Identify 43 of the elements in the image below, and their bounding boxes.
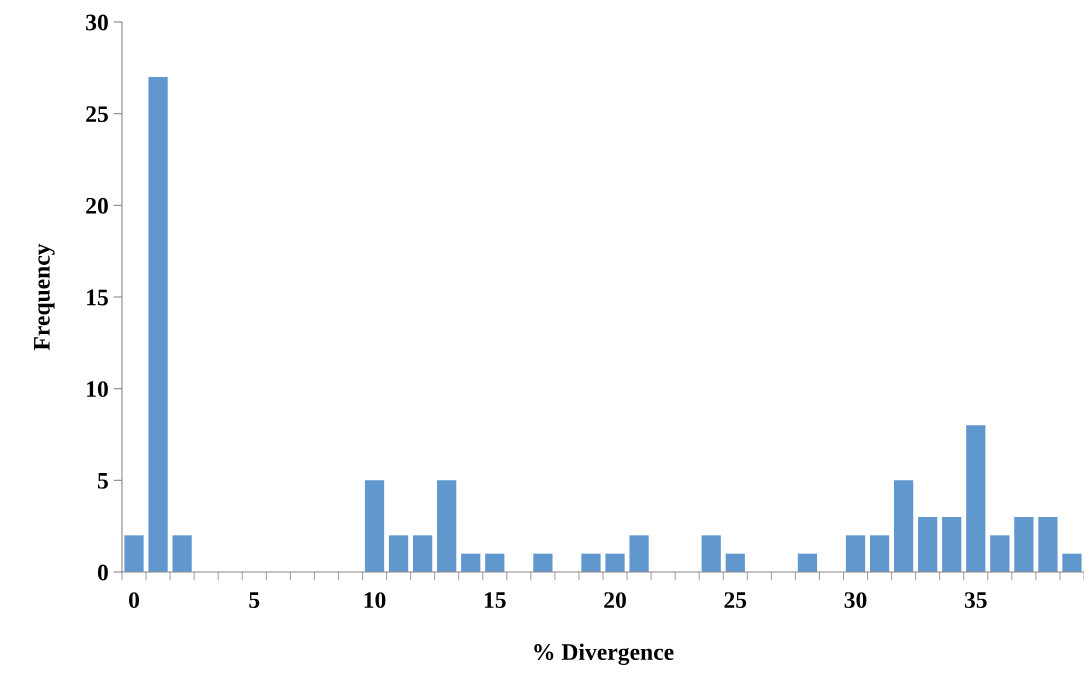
bar	[485, 553, 505, 572]
bar	[797, 553, 818, 572]
y-tick-label: 15	[87, 289, 108, 306]
bar	[413, 535, 433, 572]
bar	[1038, 517, 1058, 572]
x-tick-label: 25	[724, 592, 747, 609]
bar	[918, 517, 938, 572]
y-tick-label: 20	[86, 197, 108, 214]
bar	[388, 535, 409, 572]
bar	[990, 535, 1010, 572]
bar	[629, 535, 649, 572]
bar	[533, 553, 553, 572]
y-tick-label: 30	[86, 14, 108, 31]
bar	[581, 553, 601, 572]
bar	[701, 535, 721, 572]
bar	[869, 535, 890, 572]
y-tick-label: 5	[97, 473, 108, 489]
bar	[605, 553, 625, 572]
y-tick-label: 25	[86, 106, 108, 123]
bar	[725, 553, 745, 572]
bar	[1014, 517, 1034, 572]
x-tick-label: 15	[484, 592, 506, 609]
y-axis-title: Frequency	[34, 243, 55, 351]
x-tick-label: 30	[844, 592, 867, 609]
bar	[437, 480, 457, 572]
x-tick-label: 10	[364, 592, 386, 609]
bar	[364, 480, 385, 572]
bar	[148, 77, 168, 572]
x-tick-label: 5	[249, 592, 260, 609]
bar	[1062, 553, 1082, 572]
bar	[124, 535, 144, 572]
y-tick-label: 10	[87, 381, 108, 398]
y-tick-label: 0	[97, 564, 108, 581]
x-axis-title: % Divergence	[534, 643, 674, 666]
x-tick-label: 0	[129, 592, 140, 609]
bar	[461, 553, 481, 572]
bar	[966, 425, 986, 572]
bar	[172, 535, 192, 572]
x-tick-label: 35	[964, 592, 987, 609]
bar	[894, 480, 914, 572]
x-tick-label: 20	[604, 592, 626, 609]
bar	[942, 517, 962, 572]
bar	[845, 535, 866, 572]
